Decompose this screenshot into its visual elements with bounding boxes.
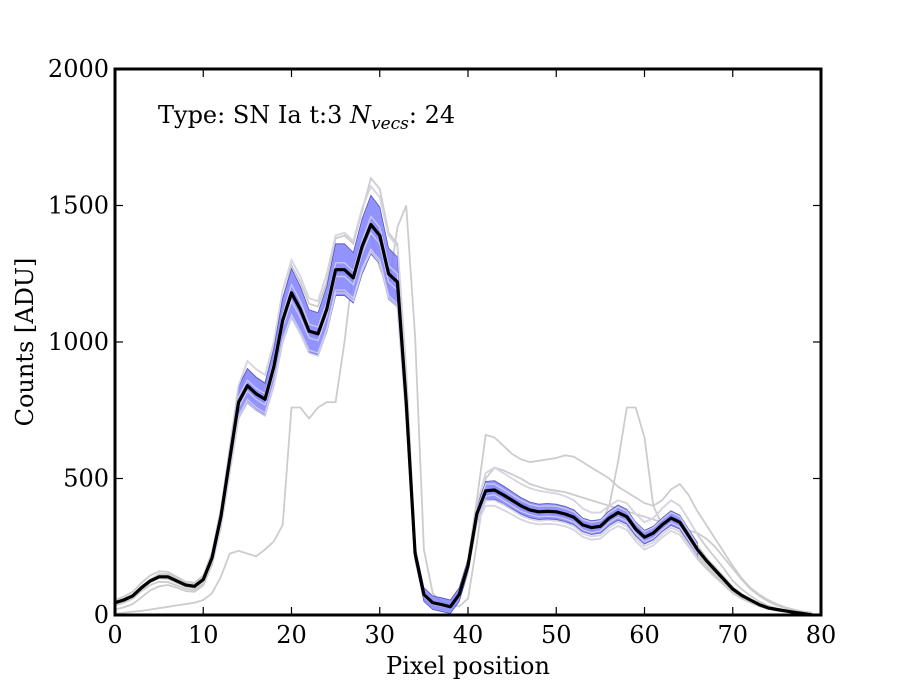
tick-labels-layer: 0 10 20 30 40 50 60 70 80 0 500 1000 1500 2000	[48, 55, 836, 649]
spread-band-layer	[211, 185, 699, 615]
sample-line	[114, 214, 813, 616]
sample-lines-layer	[114, 176, 813, 616]
x-axis-label: Pixel position	[386, 652, 550, 680]
annotation-math-n: N	[349, 101, 372, 129]
x-tick-label: 50	[541, 621, 572, 649]
band-sample-line	[211, 185, 699, 607]
x-tick-label: 0	[107, 621, 122, 649]
sample-line	[114, 225, 813, 616]
x-tick-label: 10	[188, 621, 219, 649]
x-tick-label: 30	[364, 621, 395, 649]
y-tick-label: 1000	[48, 328, 109, 356]
x-tick-label: 20	[276, 621, 307, 649]
x-tick-label: 80	[806, 621, 837, 649]
annotation-text: Type: SN Ia t:3 Nvecs: 24	[158, 101, 455, 134]
y-tick-label: 2000	[48, 55, 109, 83]
sample-line	[114, 231, 813, 616]
ticks-layer	[114, 68, 822, 616]
band-sample-line	[211, 214, 699, 608]
y-tick-label: 1500	[48, 192, 109, 220]
x-tick-label: 60	[629, 621, 660, 649]
spread-band	[211, 194, 698, 615]
plot-frame	[113, 67, 823, 617]
sample-line	[114, 184, 813, 616]
mean-line-layer	[114, 223, 813, 617]
y-axis-label: Counts [ADU]	[11, 258, 39, 427]
annotation-suffix: : 24	[409, 101, 455, 129]
x-tick-label: 70	[717, 621, 748, 649]
y-tick-label: 0	[94, 601, 109, 629]
y-tick-label: 500	[63, 465, 109, 493]
x-tick-label: 40	[453, 621, 484, 649]
sample-line	[114, 205, 813, 615]
annotation-prefix: Type: SN Ia t:3	[158, 101, 350, 129]
mean-line	[114, 223, 813, 617]
annotation-math-sub: vecs	[371, 114, 409, 134]
